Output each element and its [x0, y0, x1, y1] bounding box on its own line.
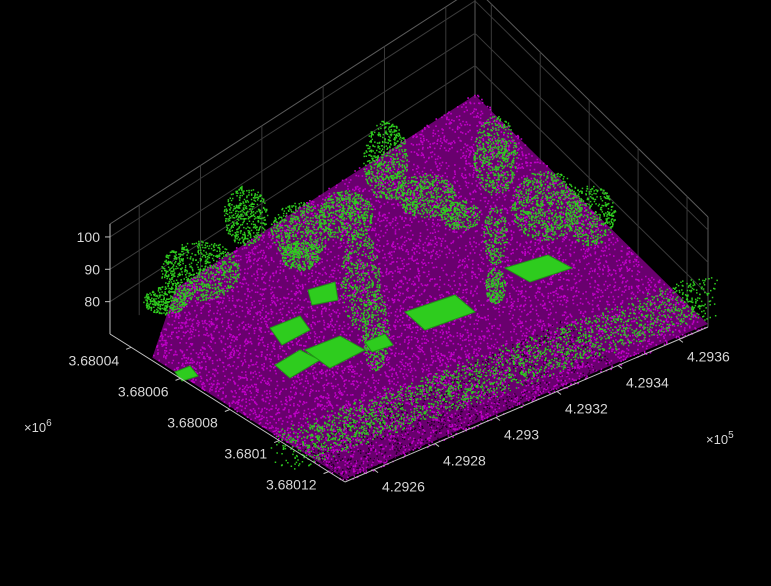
y-exponent-base: ×10 [24, 420, 46, 435]
building-roof [503, 254, 574, 283]
y-tick-mark [323, 471, 329, 475]
y-tick-mark [274, 440, 280, 444]
ground-point-cloud [153, 94, 706, 481]
x-tick-mark [495, 417, 501, 421]
x-tick-mark [556, 391, 562, 395]
x-tick-mark [434, 443, 440, 447]
x-tick-mark [373, 469, 379, 474]
vegetation-points [143, 115, 718, 470]
x-tick-mark [678, 338, 684, 343]
z-gridline [474, 65, 709, 296]
y-axis-line [109, 333, 346, 483]
z-gridline [109, 0, 476, 238]
x-axis-line [344, 326, 709, 483]
ground-gaps [295, 320, 612, 481]
y-tick-mark [224, 409, 231, 412]
x-tick-mark [617, 365, 623, 369]
y-tick-label: 3.68008 [167, 414, 218, 430]
building-roof [307, 281, 339, 306]
x-axis-ticks: 4.2926 4.2928 4.293 4.2932 4.2934 4.2936 [373, 338, 730, 495]
z-tick-label: 90 [84, 261, 100, 277]
y-tick-label: 3.68004 [69, 352, 120, 368]
building-roof [404, 294, 476, 331]
z-gridline [109, 32, 476, 270]
x-exponent-base: ×10 [706, 432, 728, 447]
y-tick-label: 3.6801 [224, 446, 267, 462]
z-gridline [474, 0, 709, 231]
building-roof [269, 315, 311, 346]
x-tick-label: 4.2928 [443, 453, 486, 469]
ground-points [152, 94, 709, 481]
axes-lines [109, 224, 709, 483]
z-tick-label: 100 [77, 229, 101, 245]
x-tick-label: 4.2934 [626, 374, 669, 390]
building-roof [303, 335, 367, 369]
x-axis-exponent: ×105 [706, 430, 734, 447]
x-tick-label: 4.2926 [382, 479, 425, 495]
y-exponent-power: 6 [46, 418, 52, 429]
z-tick-label: 80 [84, 294, 100, 310]
y-tick-label: 3.68006 [118, 383, 169, 399]
x-tick-label: 4.2932 [565, 400, 608, 416]
y-tick-mark [175, 377, 181, 381]
back-wall-edge [486, 0, 709, 218]
x-tick-label: 4.293 [504, 427, 539, 443]
axes-grid [109, 0, 709, 334]
building-roof [364, 333, 394, 353]
x-tick-label: 4.2936 [687, 348, 730, 364]
back-wall-edge [109, 0, 458, 225]
y-tick-label: 3.68012 [266, 477, 317, 493]
x-exponent-power: 5 [728, 430, 734, 441]
y-axis-exponent: ×106 [24, 418, 52, 435]
z-gridline [474, 32, 709, 263]
y-tick-mark [125, 346, 132, 350]
y-axis-ticks: 3.68004 3.68006 3.68008 3.6801 3.68012 [69, 346, 329, 493]
vegetation-point-cloud [143, 115, 718, 470]
z-axis-ticks: 80 90 100 [77, 229, 110, 310]
